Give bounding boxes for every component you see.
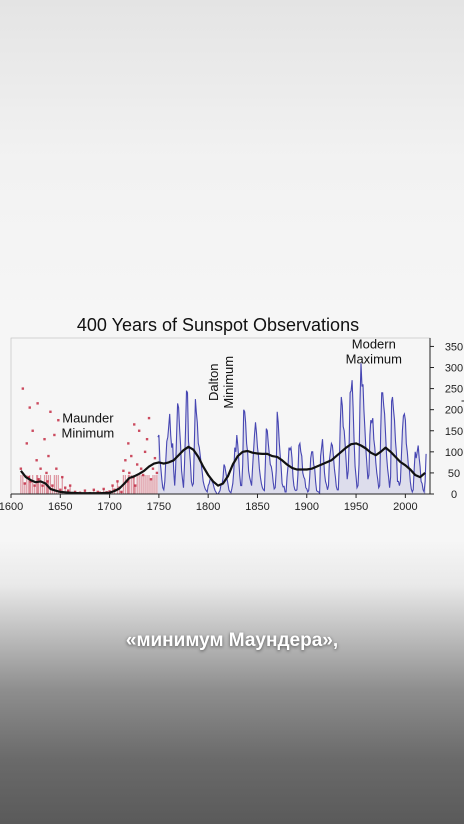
x-tick-label: 1800 bbox=[196, 501, 220, 513]
annotation-line: Minimum bbox=[62, 425, 115, 440]
plot-area bbox=[19, 363, 427, 495]
early-observation-point bbox=[141, 473, 145, 477]
y-tick-label: 50 bbox=[448, 468, 460, 480]
early-observation-point bbox=[108, 490, 111, 493]
early-observation-point bbox=[25, 442, 28, 445]
early-observation-point bbox=[35, 459, 38, 462]
early-observation-point bbox=[47, 454, 50, 458]
early-observation-point bbox=[41, 484, 44, 487]
early-observation-point bbox=[43, 437, 46, 441]
x-tick-label: 1750 bbox=[147, 501, 171, 513]
early-observation-point bbox=[19, 467, 23, 470]
early-observation-point bbox=[46, 480, 49, 483]
early-observation-point bbox=[137, 429, 141, 432]
early-observation-point bbox=[127, 442, 130, 445]
early-observation-point bbox=[21, 387, 25, 390]
x-tick-label: 1850 bbox=[245, 501, 269, 513]
early-observation-point bbox=[135, 463, 139, 466]
early-observation-point bbox=[147, 416, 151, 420]
early-observation-point bbox=[92, 488, 96, 491]
y-tick-label: 200 bbox=[445, 405, 463, 417]
y-tick-label: 250 bbox=[445, 384, 463, 396]
early-observation-point bbox=[66, 489, 70, 492]
early-observation-point bbox=[45, 471, 48, 475]
annotation: Dalton Minimum bbox=[206, 356, 236, 409]
sunspot-chart: 400 Years of Sunspot Observations 1600 16… bbox=[0, 300, 464, 530]
early-observation-point bbox=[149, 478, 153, 481]
plot-background bbox=[0, 300, 464, 530]
smoothed-line bbox=[20, 442, 426, 495]
early-observation-point bbox=[145, 437, 149, 441]
early-observation-point bbox=[122, 469, 125, 473]
early-observation-point bbox=[33, 484, 36, 487]
y-tick-label: 300 bbox=[445, 363, 463, 375]
annotation-line: Dalton bbox=[206, 363, 221, 401]
x-tick-label: 1600 bbox=[0, 501, 23, 513]
early-observation-point bbox=[134, 484, 137, 487]
y-tick-label: 100 bbox=[445, 447, 463, 459]
early-observation-point bbox=[130, 454, 133, 458]
y-tick-label: 0 bbox=[451, 489, 457, 501]
y-tick-label: 350 bbox=[445, 341, 463, 353]
early-observation-point bbox=[37, 478, 40, 481]
early-observation-point bbox=[31, 429, 34, 432]
annotation-line: Modern bbox=[352, 337, 396, 352]
early-observation-point bbox=[64, 486, 67, 489]
early-observation-point bbox=[39, 467, 42, 470]
x-tick-label: 1700 bbox=[97, 501, 121, 513]
early-observation-point bbox=[102, 487, 105, 491]
annotation-line: Minimum bbox=[221, 356, 236, 409]
chart-title: 400 Years of Sunspot Observations bbox=[77, 315, 359, 335]
early-observation-point bbox=[139, 467, 143, 470]
early-observation-point bbox=[49, 410, 52, 413]
x-tick-label: 1900 bbox=[295, 501, 319, 513]
early-observation-point bbox=[124, 459, 127, 462]
x-tick-label: 1950 bbox=[344, 501, 368, 513]
early-observation-point bbox=[28, 406, 31, 409]
early-observation-point bbox=[153, 456, 157, 460]
video-caption: «минимум Маундера», bbox=[125, 630, 339, 651]
axes: 1600 1650 1700 1750 1800 1850 1900 1950 2000 0 50 1… bbox=[0, 337, 464, 513]
early-observation-point bbox=[83, 489, 87, 492]
early-observation-point bbox=[53, 433, 56, 437]
early-observation-point bbox=[151, 467, 155, 470]
early-observation-point bbox=[96, 490, 99, 494]
early-observation-point bbox=[27, 475, 30, 479]
early-observation-point bbox=[29, 480, 32, 483]
annotation-line: Maunder bbox=[62, 410, 114, 425]
early-observation-point bbox=[59, 488, 62, 491]
early-observation-point bbox=[128, 471, 131, 475]
early-observation-point bbox=[116, 480, 119, 483]
early-observation-point bbox=[23, 482, 27, 485]
early-observation-point bbox=[36, 402, 39, 405]
sunspot-series-line bbox=[157, 363, 427, 495]
early-observation-point bbox=[57, 419, 60, 422]
early-observation-point bbox=[133, 423, 136, 426]
y-axis-label: Sunspot Number bbox=[461, 375, 464, 458]
annotation-line: Maximum bbox=[346, 352, 402, 367]
early-observation-point bbox=[111, 484, 114, 487]
early-observation-point bbox=[51, 484, 54, 487]
y-tick-label: 150 bbox=[445, 426, 463, 438]
early-observation-point bbox=[120, 490, 123, 494]
early-observation-point bbox=[155, 471, 159, 475]
early-observation-point bbox=[143, 450, 147, 454]
x-tick-label: 1650 bbox=[48, 501, 72, 513]
x-tick-label: 2000 bbox=[393, 501, 417, 513]
early-observation-point bbox=[61, 475, 64, 479]
early-observation-point bbox=[55, 467, 58, 470]
early-observation-point bbox=[68, 484, 72, 487]
